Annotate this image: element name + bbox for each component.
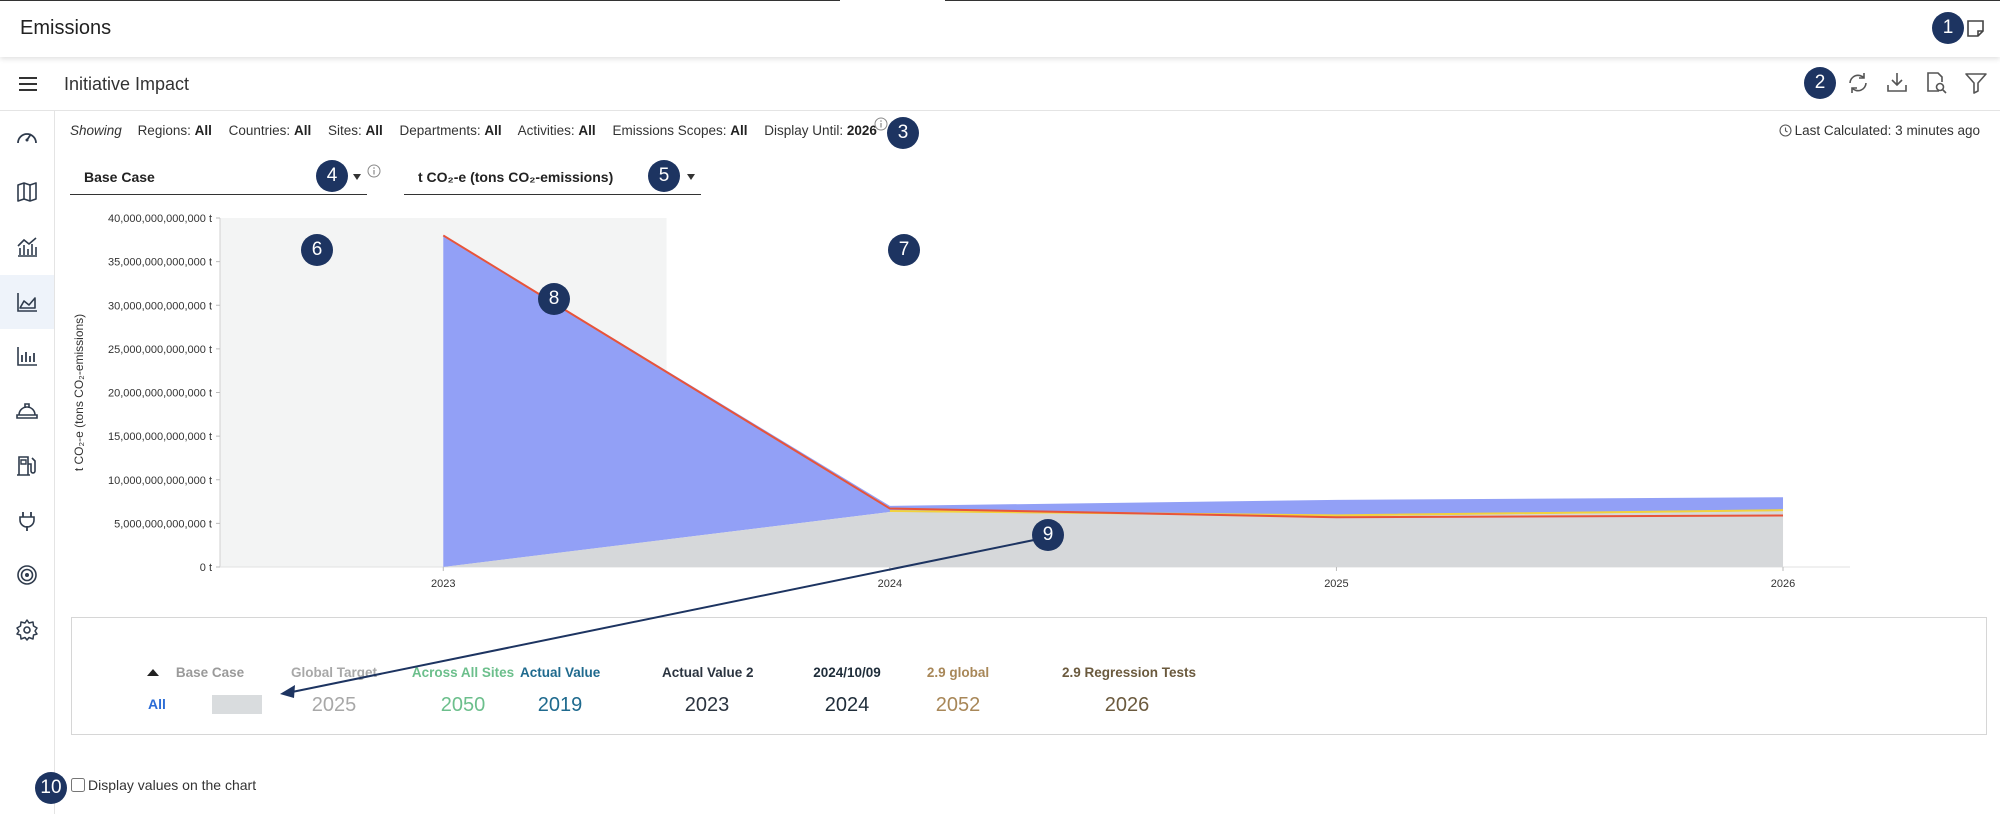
- y-tick-label: 30,000,000,000,000 t: [108, 300, 212, 312]
- legend-column-header: Across All Sites: [411, 665, 515, 680]
- y-tick-label: 5,000,000,000,000 t: [114, 518, 212, 530]
- scenario-select-value: Base Case: [84, 169, 155, 185]
- legend-column-year: 2052: [935, 694, 981, 716]
- legend-column-year: 2019: [537, 694, 583, 716]
- filter-activities: Activities: All: [517, 123, 596, 138]
- filter-sites: Sites: All: [327, 123, 383, 138]
- sidebar-item-combo-chart[interactable]: [0, 220, 54, 274]
- sidebar-item-targets[interactable]: [0, 548, 54, 602]
- sidebar-item-dashboard[interactable]: [0, 111, 54, 165]
- map-icon: [17, 182, 37, 202]
- y-tick-label: 0 t: [200, 562, 212, 574]
- y-tick-label: 40,000,000,000,000 t: [108, 213, 212, 225]
- y-axis-title: t CO₂-e (tons CO₂-emissions): [72, 314, 86, 471]
- area-chart-icon: [17, 293, 37, 312]
- annotation-badge: 9: [1032, 519, 1064, 551]
- fuel-pump-icon: [17, 456, 36, 476]
- display-until-info-icon[interactable]: [874, 117, 888, 131]
- annotation-badge: 3: [887, 117, 919, 149]
- annotation-badge: 2: [1804, 67, 1836, 99]
- preview-icon[interactable]: [1923, 70, 1949, 96]
- trajectory-line: [442, 234, 1784, 519]
- annotation-badge: 7: [888, 234, 920, 266]
- clock-icon: [1779, 124, 1792, 137]
- sidebar-item-settings[interactable]: [0, 603, 54, 657]
- y-tick-label: 35,000,000,000,000 t: [108, 257, 212, 269]
- annotation-badge: 10: [35, 772, 67, 804]
- filter-summary: Showing Regions: All Countries: All Site…: [70, 123, 890, 138]
- combo-chart-icon: [17, 237, 37, 257]
- sidebar-item-bar-chart[interactable]: [0, 329, 54, 383]
- page-title: Initiative Impact: [64, 74, 190, 94]
- legend-column-year: 2023: [684, 694, 730, 716]
- target-line: [889, 509, 1784, 517]
- filter-icon[interactable]: [1963, 70, 1989, 96]
- annotation-badge: 6: [301, 234, 333, 266]
- annotation-badge: 4: [316, 160, 348, 192]
- hard-hat-icon: [16, 403, 38, 419]
- y-tick-label: 25,000,000,000,000 t: [108, 344, 212, 356]
- x-tick-label: 2025: [1324, 578, 1348, 590]
- unit-select-value: t CO₂-e (tons CO₂-emissions): [418, 169, 614, 185]
- legend-column-header: 2024/10/09: [813, 665, 881, 680]
- dashboard-gauge-icon: [17, 133, 37, 144]
- app-title: Emissions: [20, 17, 112, 39]
- legend-column-header: 2.9 Regression Tests: [1062, 665, 1197, 680]
- y-tick-label: 20,000,000,000,000 t: [108, 388, 212, 400]
- legend-column-year: 2026: [1104, 694, 1150, 716]
- legend-column-year: 2025: [311, 694, 357, 716]
- initiative-area: [443, 235, 1784, 567]
- x-tick-label: 2023: [431, 578, 455, 590]
- sidebar-item-energy[interactable]: [0, 494, 54, 548]
- sidebar-item-safety[interactable]: [0, 384, 54, 438]
- download-icon[interactable]: [1884, 70, 1910, 96]
- display-values-checkbox[interactable]: [71, 778, 85, 792]
- annotation-badge: 1: [1932, 12, 1964, 44]
- display-values-option[interactable]: Display values on the chart: [71, 777, 256, 793]
- filter-display-until: Display Until: 2026: [764, 123, 877, 138]
- legend-column-header: Actual Value: [520, 665, 601, 680]
- legend-column-header: Base Case: [175, 665, 245, 680]
- scenario-info-icon[interactable]: [367, 164, 381, 178]
- y-tick-label: 10,000,000,000,000 t: [108, 475, 212, 487]
- filter-regions: Regions: All: [137, 123, 212, 138]
- sidebar-item-fuel[interactable]: [0, 439, 54, 493]
- legend-column-header: Actual Value 2: [662, 665, 754, 680]
- sub-header: Initiative Impact: [0, 58, 2000, 111]
- annotation-badge: 8: [538, 283, 570, 315]
- filter-departments: Departments: All: [399, 123, 502, 138]
- legend-column-header: Global Target: [290, 665, 377, 680]
- target-icon: [17, 565, 37, 585]
- legend-column-year: 2024: [824, 694, 870, 716]
- annotation-badge: 5: [648, 160, 680, 192]
- sidebar-item-map[interactable]: [0, 165, 54, 219]
- sidebar: [0, 111, 55, 814]
- last-calculated: Last Calculated: 3 minutes ago: [1779, 123, 1980, 138]
- top-bar: Emissions: [0, 0, 2000, 57]
- legend-column-year: 2050: [440, 694, 486, 716]
- base-case-swatch: [212, 695, 262, 714]
- filter-emissions-scopes: Emissions Scopes: All: [612, 123, 748, 138]
- hamburger-menu-icon[interactable]: [17, 73, 39, 95]
- sidebar-item-area-chart[interactable]: [0, 275, 54, 329]
- filter-countries: Countries: All: [228, 123, 312, 138]
- legend-column-header: 2.9 global: [926, 665, 990, 680]
- x-tick-label: 2026: [1771, 578, 1795, 590]
- x-tick-label: 2024: [878, 578, 902, 590]
- chevron-down-icon: [687, 174, 695, 180]
- scenario-legend: All Base Case Global Target 2025 Across All…: [71, 617, 1987, 735]
- bar-chart-icon: [17, 347, 37, 366]
- refresh-icon[interactable]: [1845, 70, 1871, 96]
- sticky-note-icon[interactable]: [1966, 19, 1985, 38]
- plug-icon: [19, 512, 35, 531]
- chevron-down-icon: [353, 174, 361, 180]
- unit-select[interactable]: t CO₂-e (tons CO₂-emissions): [404, 162, 701, 195]
- y-tick-label: 15,000,000,000,000 t: [108, 431, 212, 443]
- display-values-label: Display values on the chart: [88, 777, 257, 793]
- scenario-select[interactable]: Base Case: [70, 162, 367, 195]
- sort-up-icon[interactable]: [147, 669, 159, 676]
- legend-all-link[interactable]: All: [148, 696, 166, 712]
- showing-label: Showing: [70, 123, 122, 138]
- gear-icon: [16, 619, 38, 641]
